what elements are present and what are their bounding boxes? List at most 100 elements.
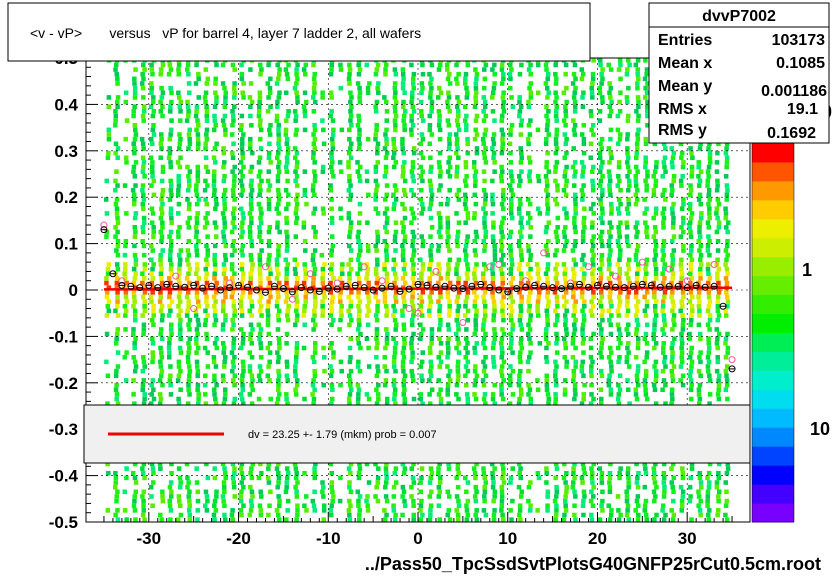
heat-cell [140,294,146,300]
heat-cell [599,294,605,300]
heat-cell [401,150,407,156]
heat-cell [142,299,147,304]
heat-cell [410,238,416,244]
heat-cell [599,71,604,77]
heat-cell [705,183,710,188]
heat-cell [554,350,560,355]
heat-cell [212,373,217,379]
heat-cell [653,183,658,188]
heat-cell [599,475,604,481]
heat-cell [680,494,686,499]
heat-cell [392,280,397,286]
heat-cell [526,294,532,300]
heat-cell [168,382,173,388]
heat-cell [507,62,513,68]
heat-cell [105,266,111,272]
heat-cell [500,136,505,142]
heat-cell [535,206,541,212]
heat-cell [633,252,639,258]
heat-cell [159,517,164,522]
heat-cell [240,276,246,281]
heat-cell [615,308,621,314]
heat-cell [294,197,299,202]
heat-cell [213,197,219,202]
heat-cell [293,290,299,295]
heat-cell [572,225,578,230]
heat-cell [383,470,389,476]
heat-cell [633,225,638,230]
heat-cell [624,354,630,360]
heat-cell [528,290,533,295]
heat-cell [499,164,504,170]
heat-cell [239,146,245,151]
heat-cell [465,276,470,281]
heat-cell [455,81,460,86]
heat-cell [500,252,506,258]
heat-cell [149,141,155,147]
heat-cell [321,517,326,522]
heat-cell [553,136,559,142]
heat-cell [705,266,711,272]
heat-cell [509,211,514,216]
heat-cell [113,480,119,485]
heat-cell [679,266,684,272]
heat-cell [195,136,201,142]
heat-cell [402,373,408,379]
heat-cell [644,517,650,522]
heat-cell [268,294,273,300]
heat-cell [526,299,531,304]
heat-cell [274,303,280,309]
heat-cell [409,169,415,174]
heat-cell [706,336,711,341]
heat-cell [410,303,416,309]
heat-cell [697,257,703,263]
heat-cell [535,378,540,383]
heat-cell [392,201,397,207]
heat-cell [660,248,665,253]
heat-cell [186,81,192,86]
heat-cell [572,109,578,114]
heat-cell [166,276,172,281]
heat-cell [643,266,648,272]
heat-cell [158,294,163,300]
heat-cell [393,160,399,165]
heat-cell [267,341,273,346]
heat-cell [373,136,378,142]
heat-cell [258,327,264,332]
heat-cell [427,127,433,133]
heat-cell [528,266,533,272]
heat-cell [106,150,111,156]
heat-cell [221,146,226,151]
heat-cell [544,104,549,109]
heat-cell [429,62,435,68]
heat-cell [580,234,586,239]
heat-cell [293,354,299,360]
heat-cell [184,313,190,318]
heat-cell [311,276,316,281]
heat-cell [563,225,568,230]
heat-cell [438,215,443,221]
heat-cell [652,345,657,351]
heat-cell [552,373,558,379]
heat-cell [178,387,183,393]
heat-cell [231,85,237,91]
heat-cell [590,76,596,82]
heat-cell [194,215,200,221]
heat-cell [211,387,217,393]
heat-cell [490,345,496,351]
heat-cell [687,331,692,337]
heat-cell [600,67,605,72]
heat-cell [544,373,549,379]
heat-cell [599,146,605,151]
heat-cell [340,271,345,277]
heat-cell [563,71,568,77]
heat-cell [123,238,129,244]
heat-cell [571,146,577,151]
heat-cell [626,484,631,490]
heat-cell [688,396,694,402]
heat-cell [561,294,567,300]
heat-cell [391,303,396,309]
heat-cell [392,238,398,244]
heat-cell [293,178,298,184]
heat-cell [680,174,685,179]
